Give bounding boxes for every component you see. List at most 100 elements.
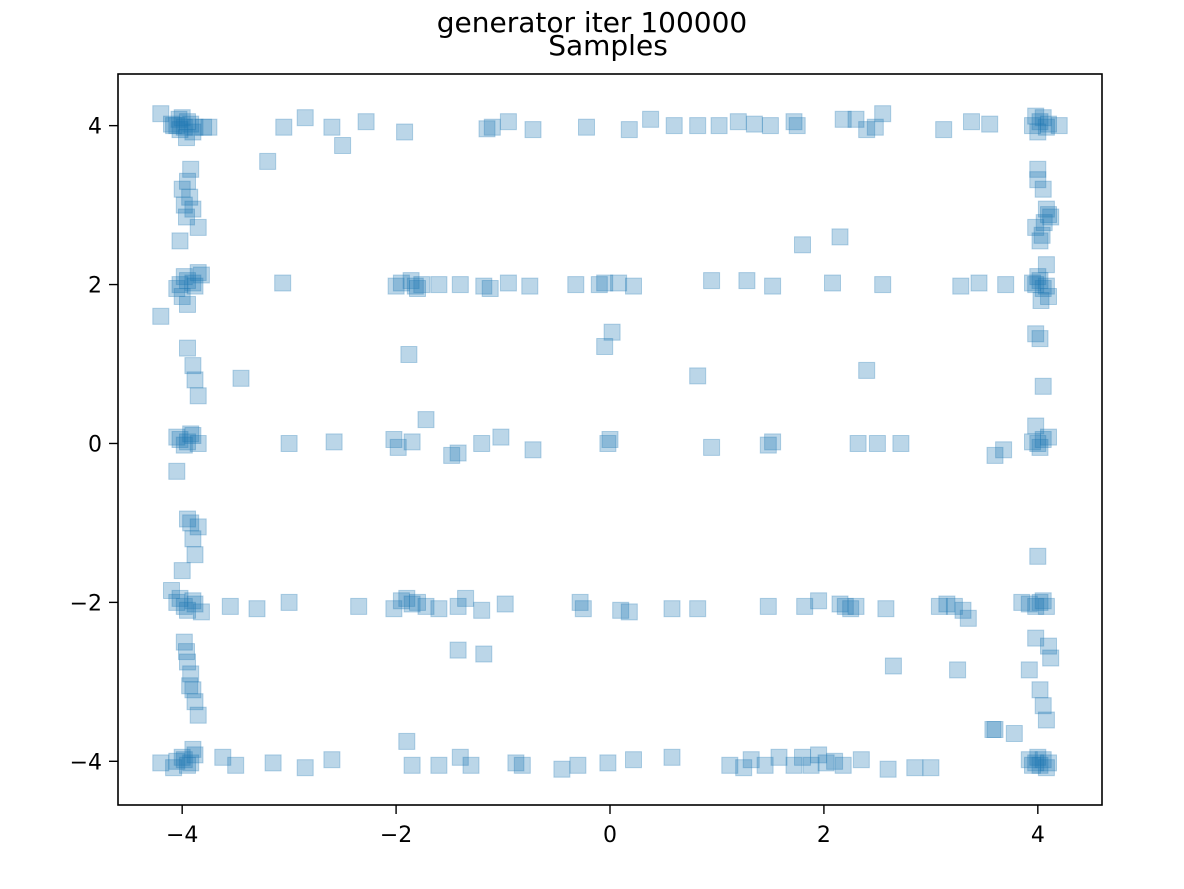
data-point [959,609,977,627]
data-point [735,759,753,777]
data-point [186,371,204,389]
data-point [392,274,410,292]
data-point [323,751,341,769]
data-point [1040,754,1057,772]
data-point [663,748,681,766]
data-point [403,595,421,613]
data-point [738,272,756,290]
data-point [1031,438,1049,456]
data-point [620,121,638,139]
data-point [473,601,491,619]
data-point [398,732,416,750]
data-point [995,441,1013,459]
data-point [906,759,924,777]
data-point [1027,754,1045,772]
data-point [449,597,467,615]
data-point [1035,214,1053,232]
data-point [186,277,204,295]
data-point [1024,756,1041,774]
y-tick-label: −4 [70,750,102,775]
data-point [764,433,782,451]
data-point [1029,171,1047,189]
data-point [1027,417,1045,435]
data-point [165,117,183,135]
data-point [599,754,617,772]
data-point [847,597,865,615]
data-point [610,274,628,292]
data-point [387,277,405,295]
data-point [192,603,210,621]
data-point [184,530,202,548]
data-point [171,276,189,294]
x-tick-label: −4 [166,823,198,848]
data-point [175,597,193,615]
data-point [409,280,426,297]
data-point [689,600,707,618]
data-point [1027,107,1045,125]
data-point [612,601,630,619]
data-point [802,756,820,774]
y-tick-label: −2 [70,591,102,616]
data-point [478,120,496,138]
data-point [794,748,811,766]
data-point [280,435,298,452]
data-point [184,427,202,444]
data-point [152,754,170,772]
data-point [569,756,587,774]
data-point [296,759,314,777]
data-point [1034,592,1052,610]
data-point [173,180,191,198]
data-point [280,593,298,611]
data-point [173,748,191,766]
data-point [986,721,1004,738]
data-point [1005,725,1023,742]
data-point [186,693,204,711]
data-point [1033,226,1051,244]
data-point [175,751,193,769]
data-point [430,276,448,294]
data-point [1027,325,1045,343]
data-point [997,276,1015,294]
data-point [954,601,972,619]
data-point [745,115,763,133]
data-point [232,369,250,387]
data-point [496,595,514,613]
data-point [325,433,343,451]
data-point [186,746,204,764]
data-point [785,756,803,774]
y-tick-label: 4 [88,115,102,140]
data-point [182,425,200,443]
data-point [403,433,421,451]
data-point [524,121,542,139]
data-point [1034,431,1052,448]
data-point [184,200,202,218]
data-point [1034,697,1052,715]
data-point [179,295,196,313]
data-point [596,338,614,355]
data-point [1037,759,1055,777]
data-point [764,277,782,295]
data-point [184,274,202,292]
data-point [492,428,510,446]
chart-title: generator iter 100000 [437,6,747,39]
data-point [1024,117,1041,135]
data-point [826,752,844,770]
data-point [703,272,721,290]
data-point [168,752,186,770]
data-point [171,121,189,139]
data-point [163,582,180,599]
data-point [759,436,777,454]
y-axis: −4 −2 0 2 4 [70,115,118,775]
data-point [578,118,595,136]
data-point [1031,232,1049,250]
data-points [152,105,1068,778]
data-point [874,105,892,123]
data-point [179,653,196,671]
data-point [186,118,204,136]
data-point [175,268,193,286]
data-point [152,307,170,325]
data-point [186,546,204,564]
y-tick-label: 0 [88,432,102,457]
data-point [884,657,902,675]
data-point [1040,637,1057,655]
